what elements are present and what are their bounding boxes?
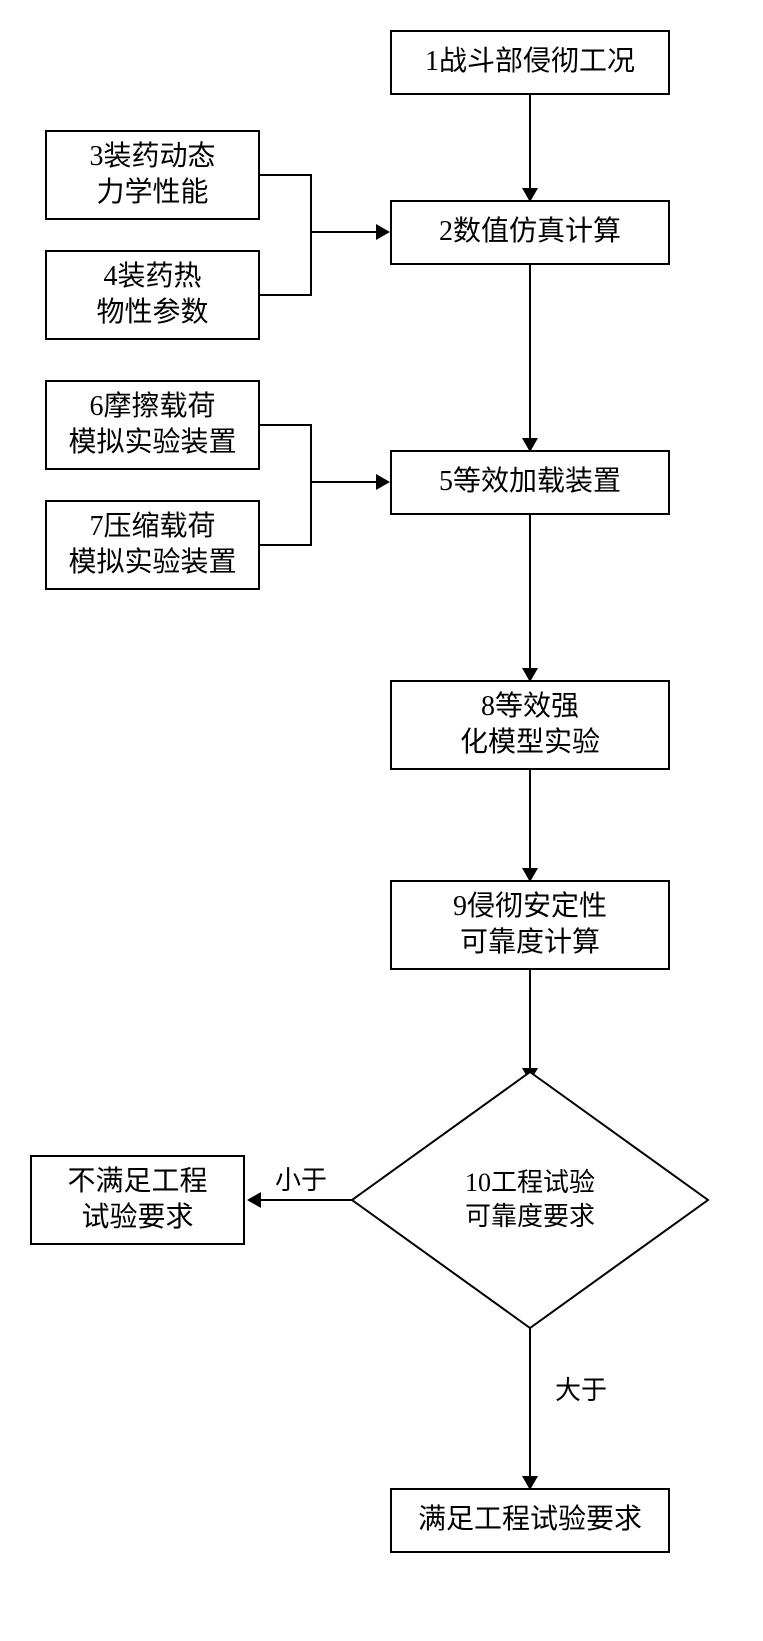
node-5: 5等效加载装置 [390, 450, 670, 515]
conn-3-junction [260, 174, 310, 176]
node-12-text: 满足工程试验要求 [418, 1502, 642, 1538]
node-2: 2数值仿真计算 [390, 200, 670, 265]
node-3-line1: 3装药动态 [89, 139, 215, 175]
conn-7-junction [260, 544, 310, 546]
conn-6-junction [260, 424, 310, 426]
node-9-line1: 9侵彻安定性 [453, 889, 607, 925]
conn-67-to-5-head [376, 474, 390, 490]
arrow-2-5 [529, 265, 531, 440]
node-8-line2: 化模型实验 [460, 725, 600, 761]
node-5-text: 5等效加载装置 [439, 464, 621, 500]
node-1: 1战斗部侵彻工况 [390, 30, 670, 95]
label-lt: 小于 [275, 1160, 327, 1197]
node-10-decision: 10工程试验 可靠度要求 [350, 1070, 710, 1330]
node-11-line2: 试验要求 [81, 1200, 193, 1236]
node-10-line1: 10工程试验 [465, 1166, 595, 1200]
node-10-line2: 可靠度要求 [465, 1200, 595, 1234]
node-7-line2: 模拟实验装置 [68, 545, 236, 581]
node-12: 满足工程试验要求 [390, 1488, 670, 1553]
node-9: 9侵彻安定性 可靠度计算 [390, 880, 670, 970]
node-8: 8等效强 化模型实验 [390, 680, 670, 770]
arrow-10-11-head [247, 1192, 261, 1208]
conn-67-to-5 [310, 481, 378, 483]
node-4-line1: 4装药热 [103, 259, 201, 295]
label-gt: 大于 [555, 1370, 607, 1407]
arrow-10-12 [529, 1328, 531, 1478]
node-2-text: 2数值仿真计算 [439, 214, 621, 250]
node-11-line1: 不满足工程 [67, 1164, 207, 1200]
node-3-line2: 力学性能 [96, 175, 208, 211]
node-4: 4装药热 物性参数 [45, 250, 260, 340]
conn-34-vertical [310, 174, 312, 296]
node-7-line1: 7压缩载荷 [89, 509, 215, 545]
arrow-5-8 [529, 515, 531, 670]
arrow-9-10 [529, 970, 531, 1070]
node-7: 7压缩载荷 模拟实验装置 [45, 500, 260, 590]
node-4-line2: 物性参数 [96, 295, 208, 331]
node-6-line2: 模拟实验装置 [68, 425, 236, 461]
node-3: 3装药动态 力学性能 [45, 130, 260, 220]
node-1-text: 1战斗部侵彻工况 [425, 44, 635, 80]
arrow-10-11 [259, 1199, 352, 1201]
arrow-1-2 [529, 95, 531, 190]
node-6: 6摩擦载荷 模拟实验装置 [45, 380, 260, 470]
conn-4-junction [260, 294, 310, 296]
node-11: 不满足工程 试验要求 [30, 1155, 245, 1245]
node-6-line1: 6摩擦载荷 [89, 389, 215, 425]
conn-34-to-2 [310, 231, 378, 233]
arrow-8-9 [529, 770, 531, 870]
node-9-line2: 可靠度计算 [460, 925, 600, 961]
conn-34-to-2-head [376, 224, 390, 240]
conn-67-vertical [310, 424, 312, 546]
node-8-line1: 8等效强 [481, 689, 579, 725]
